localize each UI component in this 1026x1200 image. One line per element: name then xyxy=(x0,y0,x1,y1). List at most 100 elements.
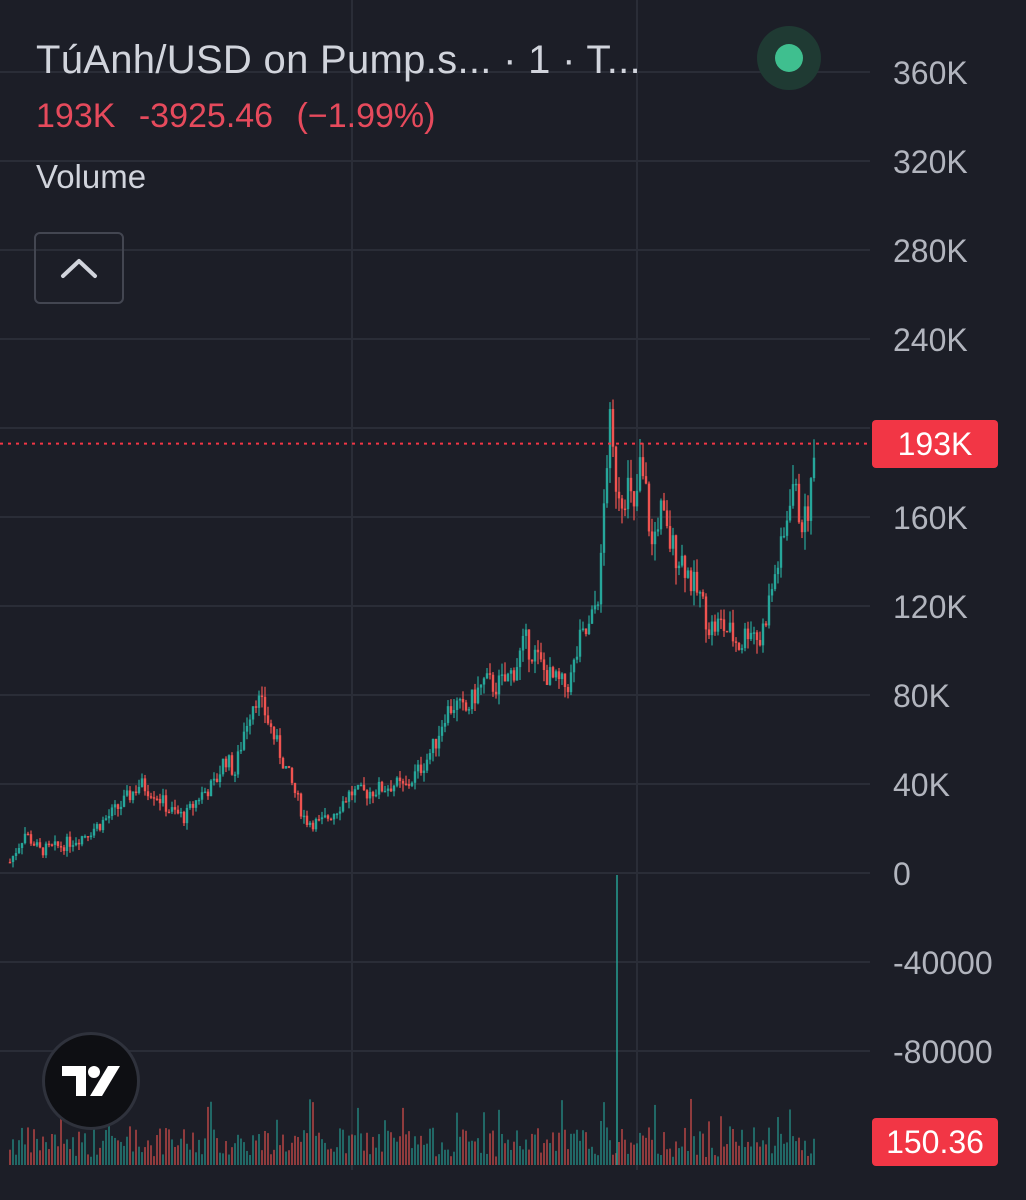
candle-body xyxy=(212,778,216,781)
candle-body xyxy=(617,491,621,499)
candle-body xyxy=(743,628,747,649)
volume-bar xyxy=(321,1139,323,1165)
market-status-indicator[interactable] xyxy=(757,26,821,90)
volume-bar xyxy=(294,1135,296,1165)
candle-body xyxy=(320,817,324,820)
volume-bar xyxy=(144,1147,146,1165)
candle-body xyxy=(410,782,414,786)
volume-bar xyxy=(303,1130,305,1165)
candle-body xyxy=(734,641,738,643)
candle-body xyxy=(764,623,768,626)
candle-body xyxy=(662,500,666,511)
price-change-percent: (−1.99%) xyxy=(296,97,436,135)
volume-bar xyxy=(567,1149,569,1165)
volume-bar xyxy=(405,1134,407,1165)
volume-bar xyxy=(666,1149,668,1165)
volume-bar xyxy=(564,1129,566,1165)
candle-body xyxy=(644,476,648,484)
volume-bar xyxy=(105,1130,107,1165)
candle-body xyxy=(197,799,201,802)
volume-bar xyxy=(642,1135,644,1165)
volume-bar xyxy=(699,1131,701,1165)
y-tick-label: 280K xyxy=(893,233,968,269)
candle-body xyxy=(440,726,444,736)
candle-body xyxy=(92,828,96,836)
volume-bar xyxy=(267,1133,269,1165)
candle-body xyxy=(386,788,390,791)
candle-body xyxy=(800,522,804,533)
volume-bar xyxy=(690,1098,692,1165)
volume-bar xyxy=(273,1149,275,1165)
candle-body xyxy=(278,735,282,758)
candle-body xyxy=(740,648,744,650)
volume-bar xyxy=(456,1112,458,1165)
tradingview-logo-icon[interactable] xyxy=(42,1032,140,1130)
y-tick-label: 80K xyxy=(893,678,950,714)
candle-body xyxy=(65,836,69,851)
candle-body xyxy=(8,861,12,864)
volume-bar xyxy=(189,1149,191,1165)
y-tick-label: 240K xyxy=(893,322,968,358)
volume-bar xyxy=(255,1140,257,1165)
candle-body xyxy=(218,774,222,783)
candle-body xyxy=(563,673,567,688)
candle-body xyxy=(44,843,48,856)
volume-bar xyxy=(339,1128,341,1165)
volume-bar xyxy=(309,1099,311,1165)
volume-bar xyxy=(414,1136,416,1165)
y-tick-label: -40000 xyxy=(893,945,993,981)
volume-bar xyxy=(549,1143,551,1165)
volume-bar xyxy=(528,1149,530,1165)
candle-body xyxy=(746,628,750,640)
volume-bar xyxy=(363,1150,365,1165)
candle-body xyxy=(185,807,189,824)
volume-bar xyxy=(243,1142,245,1165)
volume-bar xyxy=(222,1153,224,1165)
volume-bar xyxy=(402,1107,404,1165)
volume-value-tag: 150.36 xyxy=(872,1118,998,1166)
candle-body xyxy=(548,667,552,685)
volume-bar xyxy=(618,1142,620,1165)
volume-bar xyxy=(711,1147,713,1165)
candle-body xyxy=(317,819,321,821)
symbol-title[interactable]: TúAnh/USD on Pump.s... · 1 · T... xyxy=(36,38,641,82)
candle-body xyxy=(773,574,777,590)
price-axis: 360K 320K 280K 240K 160K 120K 80K 40K 0 -40000 -80… xyxy=(893,55,993,1070)
volume-bar xyxy=(153,1156,155,1165)
volume-indicator-label[interactable]: Volume xyxy=(36,158,147,195)
candle-body xyxy=(545,670,549,685)
candle-body xyxy=(233,774,237,776)
candle-body xyxy=(272,726,276,740)
volume-bar xyxy=(342,1129,344,1165)
candle-body xyxy=(494,691,498,695)
volume-bar xyxy=(357,1107,359,1165)
volume-bar xyxy=(162,1154,164,1165)
volume-bar xyxy=(501,1133,503,1165)
candle-body xyxy=(638,457,642,491)
candle-body xyxy=(656,529,660,532)
volume-bar xyxy=(306,1133,308,1165)
volume-bar xyxy=(654,1104,656,1165)
volume-bar xyxy=(804,1140,806,1165)
candle-body xyxy=(425,759,429,771)
candle-body xyxy=(590,609,594,624)
collapse-legend-button[interactable] xyxy=(34,232,124,304)
volume-bar xyxy=(411,1148,413,1165)
candle-body xyxy=(389,788,393,792)
candle-body xyxy=(497,675,501,695)
candle-body xyxy=(467,709,471,711)
volume-bar xyxy=(396,1141,398,1165)
candle-body xyxy=(422,770,426,773)
volume-bar xyxy=(249,1154,251,1165)
candle-body xyxy=(464,702,468,711)
candle-body xyxy=(449,706,453,713)
candle-body xyxy=(797,483,801,523)
candle-body xyxy=(191,803,195,808)
volume-bar xyxy=(723,1146,725,1165)
volume-bar xyxy=(681,1146,683,1165)
volume-bar xyxy=(354,1135,356,1165)
candle-body xyxy=(539,652,543,660)
volume-bar xyxy=(225,1141,227,1165)
candle-body xyxy=(812,457,816,479)
